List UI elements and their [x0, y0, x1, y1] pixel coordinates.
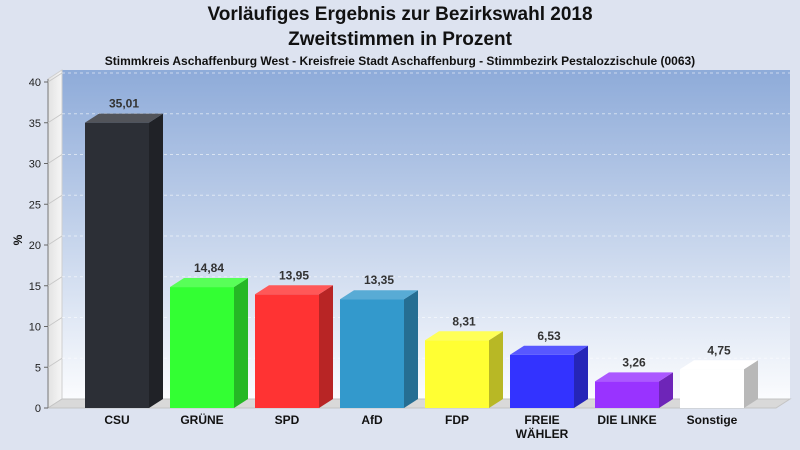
bar-top [85, 113, 163, 123]
x-tick-label: Sonstige [687, 413, 738, 427]
data-label: 35,01 [109, 97, 139, 111]
bar-side [234, 278, 248, 408]
y-tick-label: 20 [29, 240, 41, 252]
bar [340, 290, 418, 408]
x-tick-label: WÄHLER [516, 426, 569, 441]
y-axis-label: % [11, 234, 25, 245]
y-tick-label: 40 [29, 77, 41, 89]
bar [255, 285, 333, 408]
gridline-wall [47, 154, 63, 164]
bar [425, 331, 503, 408]
bar-top [680, 360, 758, 370]
bar-side [574, 345, 588, 408]
data-label: 13,35 [364, 273, 394, 287]
data-label: 13,95 [279, 268, 309, 282]
y-tick-label: 0 [35, 403, 41, 415]
gridline-wall [47, 72, 63, 83]
chart-title: Vorläufiges Ergebnis zur Bezirkswahl 201… [207, 4, 593, 25]
gridline-wall [47, 194, 63, 205]
chart-subtitle: Zweitstimmen in Prozent [288, 29, 512, 50]
bar [680, 360, 758, 408]
bar-top [255, 285, 333, 295]
data-label: 8,31 [452, 314, 476, 328]
bar-top [510, 345, 588, 355]
chart-district-subtitle: Stimmkreis Aschaffenburg West - Kreisfre… [104, 54, 696, 68]
gridline-wall [47, 317, 63, 327]
x-tick-label: FREIE [524, 413, 559, 427]
data-label: 3,26 [622, 355, 646, 369]
bar-front [340, 299, 404, 408]
y-tick-label: 15 [29, 281, 41, 293]
gridline-wall [47, 113, 63, 124]
bar-front [255, 294, 319, 408]
bar-side [404, 290, 418, 408]
bar-side [489, 331, 503, 408]
bar [510, 345, 588, 408]
bar-top [170, 278, 248, 288]
bar-front [170, 287, 234, 408]
gridline-wall [47, 276, 63, 287]
bar-top [595, 372, 673, 382]
bar-top [340, 290, 418, 300]
bar [595, 372, 673, 408]
bar-side [659, 372, 673, 408]
plot-side-wall [47, 69, 63, 409]
x-tick-label: GRÜNE [180, 412, 223, 427]
y-tick-label: 25 [29, 199, 41, 211]
x-tick-label: CSU [104, 413, 129, 427]
x-tick-label: FDP [445, 413, 469, 427]
x-tick-label: AfD [361, 413, 383, 427]
bar [85, 113, 163, 408]
data-label: 14,84 [194, 261, 224, 275]
gridline-wall [47, 357, 63, 368]
bar-side [744, 360, 758, 408]
bar-side [319, 285, 333, 408]
bar-front [680, 369, 744, 408]
bar-front [425, 340, 489, 408]
bar-front [85, 122, 149, 408]
bar-front [510, 354, 574, 408]
y-tick-label: 35 [29, 118, 41, 130]
bar-side [149, 113, 163, 408]
data-label: 6,53 [537, 329, 561, 343]
y-tick-label: 10 [29, 322, 41, 334]
x-tick-label: DIE LINKE [597, 413, 656, 427]
y-tick-label: 5 [35, 362, 41, 374]
data-label: 4,75 [707, 343, 731, 357]
gridline-wall [47, 235, 63, 246]
bar [170, 278, 248, 408]
bar-front [595, 381, 659, 408]
y-tick-label: 30 [29, 159, 41, 171]
x-tick-label: SPD [275, 413, 300, 427]
bar-top [425, 331, 503, 341]
